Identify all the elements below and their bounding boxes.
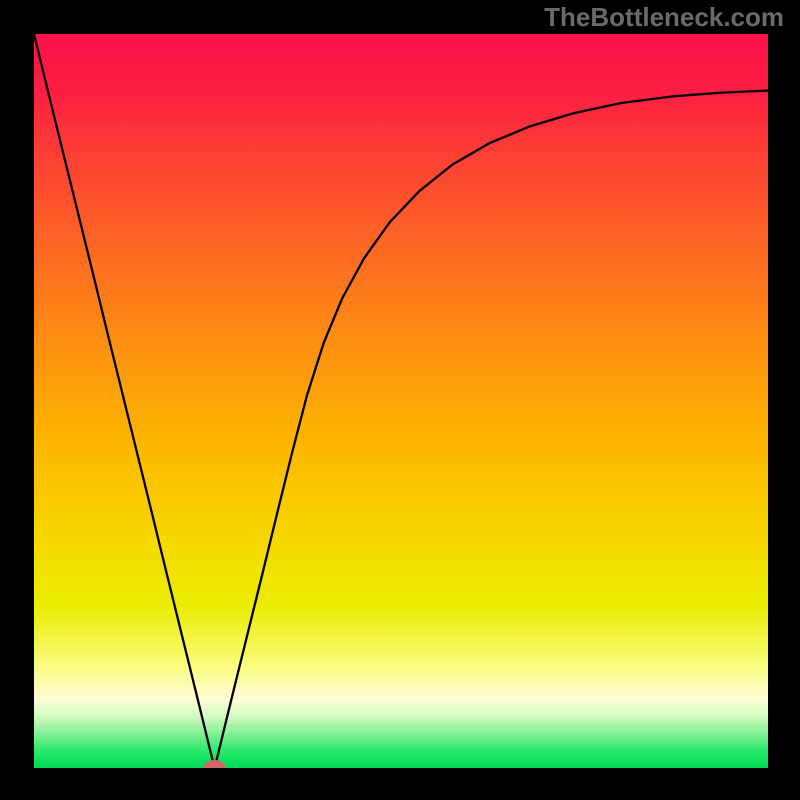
gradient-background — [34, 34, 768, 768]
watermark-label: TheBottleneck.com — [544, 2, 784, 33]
plot-area — [34, 34, 768, 768]
chart-svg — [34, 34, 768, 768]
